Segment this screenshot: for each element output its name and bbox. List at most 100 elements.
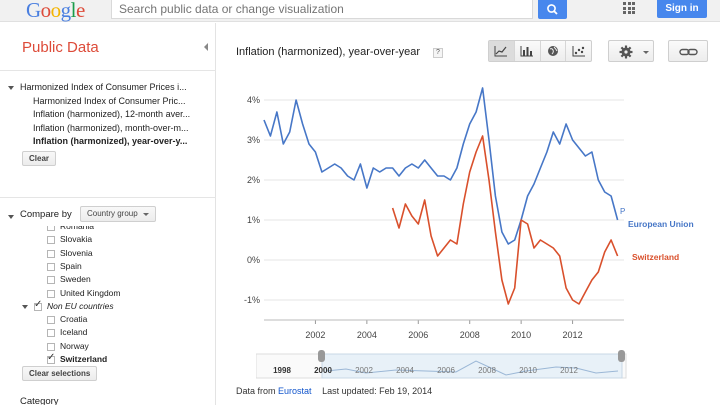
inflation-line-chart[interactable]: 4% 3% 2% 1% 0% -1% 2002 2004 2006 2008 2010 2012 [230, 72, 720, 348]
y-tick-label: 1% [247, 215, 260, 225]
country-group-dropdown[interactable]: Country group [80, 206, 156, 222]
country-checkbox[interactable] [47, 226, 55, 231]
country-checkbox[interactable] [47, 352, 55, 364]
gear-icon [619, 45, 649, 59]
map-globe-icon [547, 46, 558, 56]
country-label: Non EU countries [47, 300, 114, 311]
google-logo[interactable]: Google [26, 0, 85, 23]
divider [0, 70, 216, 71]
timeline-tick-label: 2000 [314, 366, 332, 375]
country-checkbox[interactable] [47, 276, 55, 285]
country-label: Romania [60, 226, 95, 231]
country-label: Slovakia [60, 234, 93, 245]
bar-chart-view-button[interactable] [515, 41, 541, 61]
dataset-item[interactable]: Harmonized Index of Consumer Prices i... [20, 82, 187, 92]
sidebar-title: Public Data [22, 39, 99, 56]
series-line-switzerland [391, 135, 619, 305]
footer: Data from Eurostat Last updated: Feb 19,… [236, 386, 432, 396]
x-tick-label: 2006 [408, 330, 428, 340]
divider [0, 197, 216, 198]
last-updated-text: Last updated: Feb 19, 2014 [322, 386, 433, 396]
sign-in-button[interactable]: Sign in [657, 0, 707, 18]
search-button[interactable] [538, 0, 567, 19]
scatter-chart-view-button[interactable] [566, 41, 591, 61]
line-chart-icon [494, 46, 508, 57]
scatter-chart-icon [572, 46, 585, 57]
timeline-mini-curve [325, 360, 619, 376]
country-label: Norway [60, 340, 89, 351]
logo-letter: G [26, 0, 41, 22]
eurostat-link[interactable]: Eurostat [278, 386, 312, 396]
dataset-item[interactable]: Inflation (harmonized), 12-month aver... [33, 109, 191, 119]
settings-button[interactable] [608, 40, 654, 62]
clear-selections-button[interactable]: Clear selections [22, 366, 98, 381]
logo-letter: e [76, 0, 85, 22]
x-tick-label: 2004 [357, 330, 377, 340]
timeline-tick-label: 2010 [519, 366, 537, 375]
search-input[interactable] [112, 0, 532, 18]
timeline-selected-range[interactable] [321, 353, 623, 379]
country-checkbox[interactable] [47, 249, 55, 258]
timeline-tick-label: 2012 [560, 366, 578, 375]
timeline-tick-label: 2004 [396, 366, 414, 375]
timeline-tick-label: 2006 [437, 366, 455, 375]
country-checkbox[interactable] [47, 316, 55, 325]
x-tick-label: 2002 [305, 330, 325, 340]
timeline-left-handle[interactable] [318, 350, 325, 362]
y-tick-label: -1% [244, 295, 260, 305]
series-label-switzerland[interactable]: Switzerland [632, 252, 680, 262]
collapse-sidebar-icon[interactable] [204, 43, 208, 51]
chevron-down-icon [143, 213, 149, 216]
clear-button[interactable]: Clear [22, 151, 57, 166]
series-line-european-union [263, 87, 619, 245]
apps-grid-icon[interactable] [623, 2, 635, 14]
view-type-toggle [488, 40, 592, 62]
chart-title: Inflation (harmonized), year-over-year [236, 46, 421, 58]
dropdown-value: Country group [87, 209, 138, 218]
link-icon [679, 48, 698, 56]
country-checkbox[interactable] [47, 289, 55, 298]
country-checkbox[interactable] [47, 236, 55, 245]
country-label: Switzerland [60, 354, 108, 364]
timeline-tick-label: 2002 [355, 366, 373, 375]
country-checkbox[interactable] [47, 262, 55, 271]
country-label: Iceland [60, 327, 88, 338]
dataset-item[interactable]: Inflation (harmonized), year-over-y... [33, 136, 188, 146]
logo-letter: l [70, 0, 77, 22]
x-tick-label: 2010 [511, 330, 531, 340]
timeline-scrubber[interactable]: 1998 2000 2002 2004 2006 2008 2010 2012 [256, 349, 630, 381]
dataset-item[interactable]: Harmonized Index of Consumer Pric... [33, 95, 186, 106]
country-checkbox[interactable] [47, 329, 55, 338]
dataset-item[interactable]: Inflation (harmonized), month-over-m... [33, 122, 189, 133]
help-icon[interactable]: ? [433, 48, 443, 58]
logo-letter: o [50, 0, 62, 22]
x-tick-label: 2008 [460, 330, 480, 340]
compare-expand-icon[interactable] [8, 215, 14, 219]
logo-letter: g [60, 0, 72, 22]
country-checkbox[interactable] [34, 299, 42, 311]
timeline-tick-label: 2008 [478, 366, 496, 375]
line-chart-view-button[interactable] [489, 41, 515, 61]
link-button[interactable] [668, 40, 708, 62]
map-view-button[interactable] [541, 41, 567, 61]
y-tick-label: 0% [247, 255, 260, 265]
country-label: Croatia [60, 314, 88, 325]
search-icon [547, 4, 558, 15]
country-checkbox[interactable] [47, 342, 55, 351]
compare-by-label: Compare by [20, 209, 72, 220]
dataset-list: Harmonized Index of Consumer Prices i...… [0, 81, 216, 149]
country-label: Spain [60, 260, 82, 271]
country-list: Romania Slovakia Slovenia Spain Sweden United… [0, 226, 216, 380]
timeline-right-handle[interactable] [618, 350, 625, 362]
y-tick-label: 3% [247, 135, 260, 145]
bar-chart-icon [520, 46, 534, 57]
y-tick-label: 2% [247, 175, 260, 185]
dataset-expand-icon[interactable] [8, 86, 14, 90]
sidebar: Public Data Harmonized Index of Consumer… [0, 23, 216, 405]
timeline-tick-label: 1998 [273, 366, 291, 375]
series-label-european-union[interactable]: European Union [628, 219, 694, 229]
category-label[interactable]: Category [20, 396, 59, 405]
country-label: United Kingdom [60, 287, 121, 298]
search-box[interactable] [111, 0, 533, 19]
group-expand-icon[interactable] [22, 304, 28, 309]
